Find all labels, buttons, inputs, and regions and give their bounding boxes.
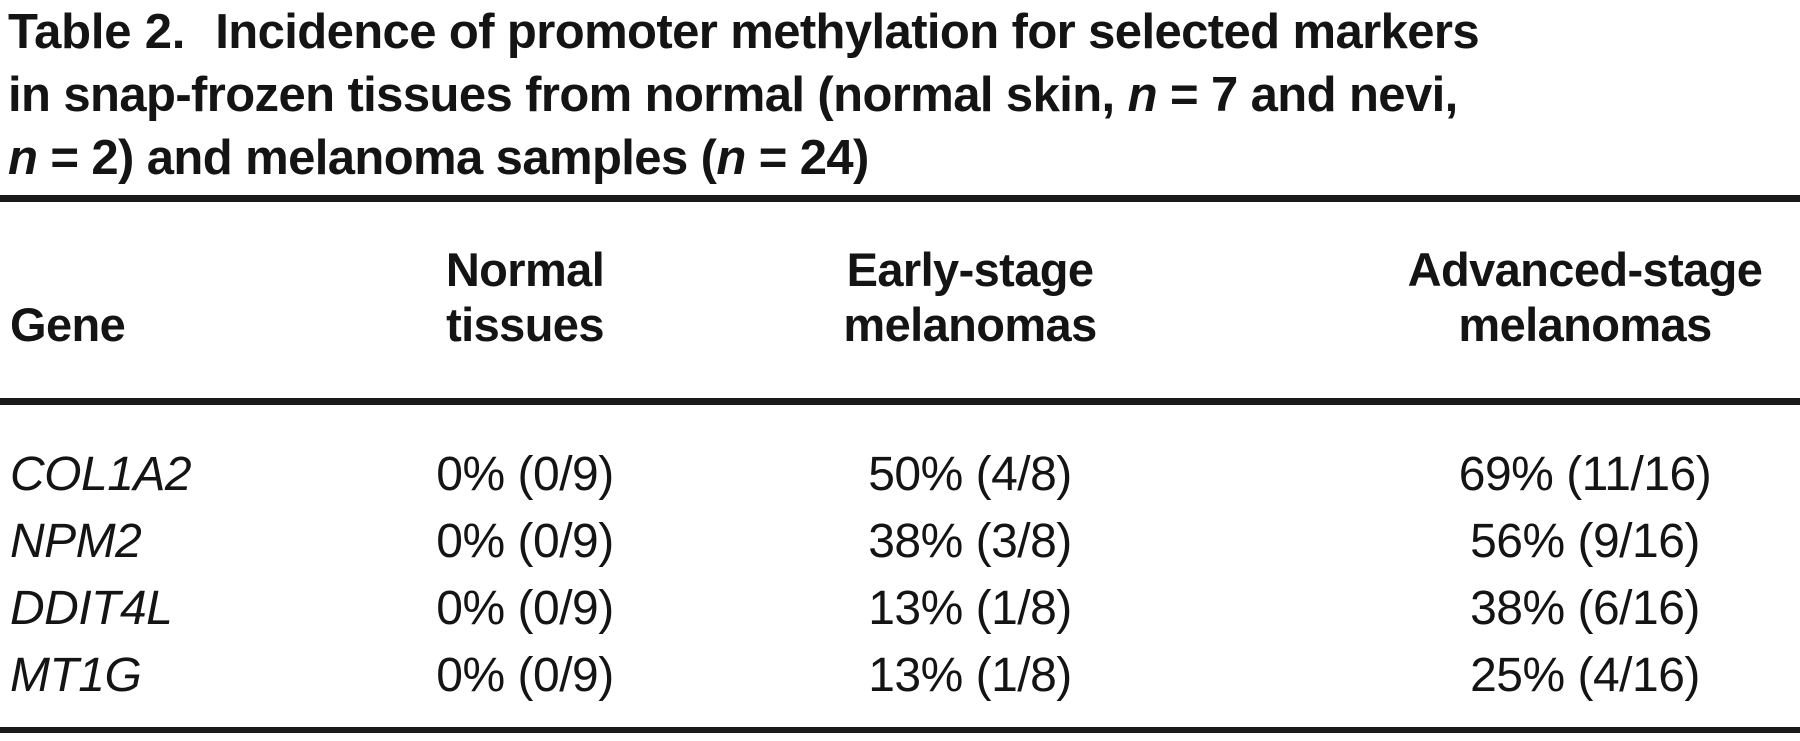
normal-tissues-cell: 0% (0/9) [436,649,614,702]
table-row: COL1A2 0% (0/9) 50% (4/8) 69% (11/16) [0,441,1800,508]
column-header-normal: Normal tissues [445,243,605,351]
header-rule [0,398,1800,405]
caption-line-3: n = 2) and melanoma samples (n = 24) [8,131,869,185]
column-header-gene: Gene [10,298,126,351]
gene-cell: MT1G [10,649,142,702]
table-number-label: Table 2. [8,5,186,59]
table-row: NPM2 0% (0/9) 38% (3/8) 56% (9/16) [0,508,1800,575]
column-header-early: Early-stage melanomas [843,243,1097,351]
advanced-stage-cell: 56% (9/16) [1470,515,1700,568]
table-row: MT1G 0% (0/9) 13% (1/8) 25% (4/16) [0,642,1800,709]
caption-line-2: in snap-frozen tissues from normal (norm… [8,68,1458,122]
italic-n: n [8,131,38,185]
early-stage-cell: 50% (4/8) [868,448,1072,501]
normal-tissues-cell: 0% (0/9) [436,448,614,501]
italic-n: n [1127,68,1158,122]
early-stage-cell: 13% (1/8) [868,582,1072,635]
advanced-stage-cell: 38% (6/16) [1470,582,1700,635]
column-header-advanced: Advanced-stage melanomas [1407,243,1763,351]
bottom-rule [0,727,1800,733]
normal-tissues-cell: 0% (0/9) [436,582,614,635]
caption-rule [0,195,1800,202]
gene-cell: DDIT4L [10,582,173,635]
normal-tissues-cell: 0% (0/9) [436,515,614,568]
table-row: DDIT4L 0% (0/9) 13% (1/8) 38% (6/16) [0,575,1800,642]
advanced-stage-cell: 25% (4/16) [1470,649,1700,702]
gene-cell: NPM2 [10,515,142,568]
italic-n: n [716,131,746,185]
gene-cell: COL1A2 [10,448,192,501]
caption-text-1: Incidence of promoter methylation for se… [215,5,1479,59]
table-body: COL1A2 0% (0/9) 50% (4/8) 69% (11/16) NP… [0,405,1800,727]
table-caption: Table 2. Incidence of promoter methylatio… [0,0,1800,190]
early-stage-cell: 13% (1/8) [868,649,1072,702]
caption-line-1: Table 2. Incidence of promoter methylatio… [8,1,1794,64]
table-header-row: Gene Normal tissues Early-stage melanoma… [0,202,1800,398]
advanced-stage-cell: 69% (11/16) [1458,448,1712,501]
early-stage-cell: 38% (3/8) [868,515,1072,568]
